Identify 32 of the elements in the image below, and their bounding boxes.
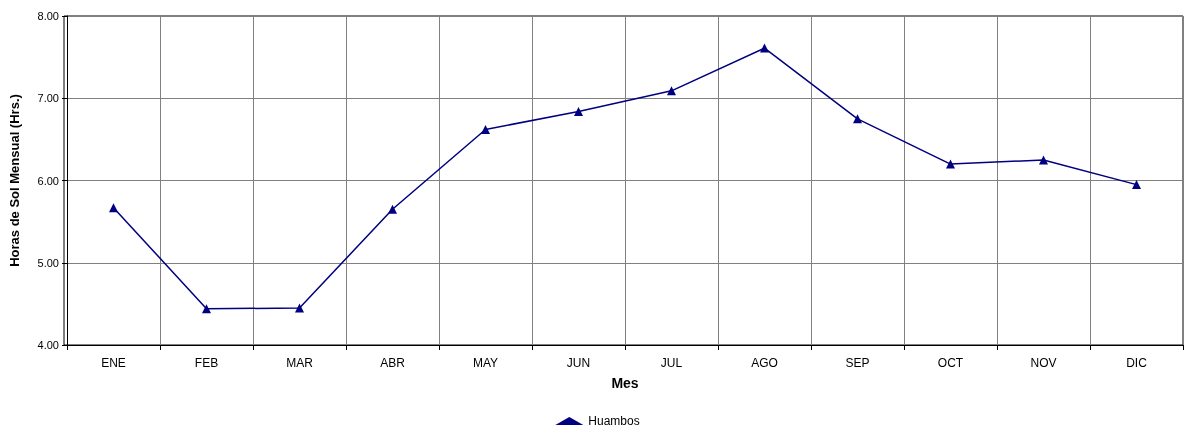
point — [667, 86, 676, 96]
x-tick-label: AGO — [751, 356, 778, 370]
point — [388, 204, 397, 214]
y-tick-label: 8.00 — [37, 10, 59, 22]
y-tick-label: 5.00 — [37, 256, 59, 269]
y-axis-title: Horas de Sol Mensual (Hrs.) — [7, 94, 22, 267]
x-tick-label: OCT — [937, 356, 964, 370]
x-tick-label: FEB — [194, 356, 219, 370]
x-tick-label: DIC — [1126, 356, 1148, 370]
x-tick-label: JUL — [660, 356, 683, 370]
x-tick-label: ENE — [101, 356, 126, 370]
x-tick-label: MAR — [286, 356, 314, 370]
y-tick-label: 7.00 — [37, 92, 59, 105]
x-axis-title: Mes — [611, 375, 639, 391]
x-tick-label: ABR — [380, 356, 406, 370]
point — [853, 114, 862, 124]
legend-label: Huambos — [588, 414, 640, 428]
x-tick-label: NOV — [1030, 356, 1057, 370]
point — [202, 304, 211, 314]
point — [109, 203, 118, 213]
x-tick-label: SEP — [845, 356, 870, 370]
point — [1039, 155, 1048, 165]
y-tick-label: 6.00 — [37, 174, 59, 187]
x-tick-label: MAY — [472, 356, 499, 370]
point — [295, 303, 304, 313]
point — [946, 159, 955, 169]
point — [574, 106, 583, 116]
point — [1132, 180, 1141, 190]
y-tick-label: 4.00 — [37, 339, 59, 351]
point — [760, 43, 769, 53]
x-tick-label: JUN — [566, 356, 591, 370]
point — [481, 125, 490, 135]
